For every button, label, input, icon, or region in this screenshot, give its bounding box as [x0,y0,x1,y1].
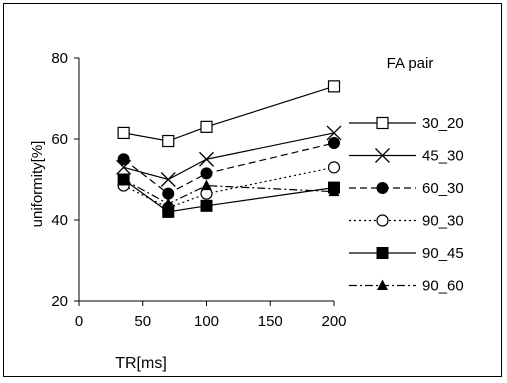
data-point-90_30 [327,161,341,174]
data-point-60_30 [200,167,213,180]
data-point-30_20 [162,134,175,148]
x-mark-stroke [375,148,390,163]
data-point-60_30 [117,153,130,166]
y-tick-label: 80 [51,50,68,67]
series-line-90_45 [123,179,335,213]
y-tick-label: 20 [51,293,68,310]
data-point-90_60 [118,173,130,184]
series-60_30 [117,137,340,200]
data-point-45_30 [199,151,214,167]
legend-marker [376,182,389,194]
series-30_20 [117,80,341,148]
legend: 30_20 45_30 60_30 90_30 90_45 90_60 [349,115,464,295]
legend-label: 90_30 [422,213,464,230]
data-point-90_60 [328,185,340,197]
x-tick-label: 150 [258,313,283,330]
series-layer [116,80,342,218]
y-axis-label: uniformity[%] [29,141,46,228]
data-point-30_20 [117,126,130,140]
axes: 20 40 60 80 0 50 100 150 200 [51,50,346,330]
data-point-45_30 [160,172,176,187]
series-line-90_30 [123,166,335,209]
data-point-90_45 [200,199,213,212]
legend-label: 90_45 [422,245,464,262]
legend-item-30_20: 30_20 [349,115,464,132]
data-point-60_30 [328,137,340,150]
legend-label: 60_30 [422,180,464,197]
legend-label: 30_20 [422,115,464,132]
series-line-60_30 [123,142,335,195]
data-point-90_60 [201,179,212,191]
x-tick-label: 100 [194,313,219,330]
legend-marker [377,279,388,290]
series-line-90_60 [123,178,335,205]
x-axis-label: TR[ms] [115,355,167,372]
x-mark-stroke [326,125,342,141]
chart-frame: 20 40 60 80 0 50 100 150 200 TR[ms] uniformity[%… [3,3,502,377]
series-90_30 [117,161,341,214]
series-45_30 [116,125,342,187]
x-tick-label: 200 [321,313,346,330]
line-chart: 20 40 60 80 0 50 100 150 200 TR[ms] uniformity[%… [29,50,464,372]
legend-item-90_30: 90_30 [349,213,464,230]
y-tick-label: 40 [51,212,68,229]
legend-label: 45_30 [422,148,464,165]
x-mark-stroke [160,172,176,187]
legend-marker [376,247,389,259]
series-line-30_20 [123,85,335,142]
legend-item-45_30: 45_30 [349,148,464,165]
data-point-90_60 [162,197,174,209]
legend-item-90_60: 90_60 [349,278,464,295]
data-point-30_20 [327,80,341,93]
legend-marker [376,116,389,130]
x-tick-label: 50 [134,313,151,330]
x-mark-stroke [199,151,214,167]
data-point-60_30 [162,187,175,200]
legend-title: FA pair [387,55,434,72]
data-point-45_30 [326,125,342,141]
legend-item-90_45: 90_45 [349,245,464,262]
data-point-30_20 [200,120,213,133]
y-tick-label: 60 [51,131,68,148]
legend-label: 90_60 [422,278,464,295]
legend-marker [376,214,389,227]
legend-marker [375,148,390,163]
series-line-45_30 [123,132,335,181]
x-tick-label: 0 [75,313,83,330]
legend-item-60_30: 60_30 [349,180,464,197]
series-90_60 [118,173,340,209]
